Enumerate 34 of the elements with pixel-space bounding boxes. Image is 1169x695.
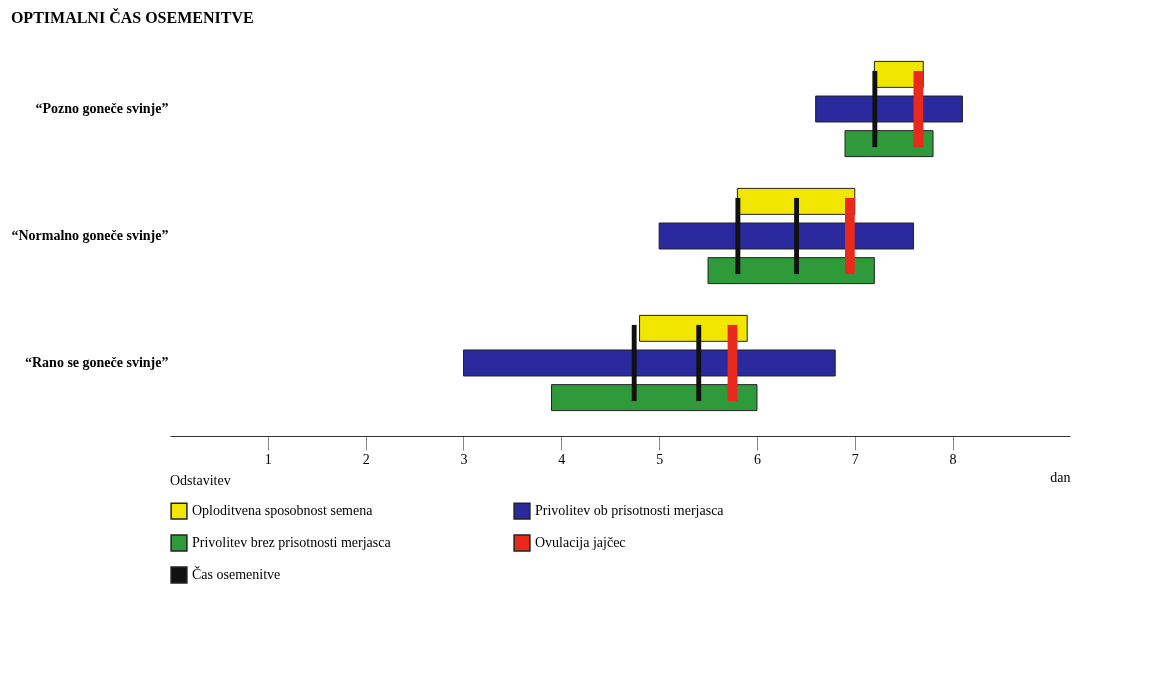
x-tick-label: 4 — [558, 451, 566, 467]
bar — [631, 324, 637, 402]
x-tick-label: 5 — [656, 451, 664, 467]
y-tick-label: “Rano se goneče svinje” — [25, 354, 169, 370]
bar — [736, 187, 856, 215]
bar — [639, 314, 748, 342]
bar — [872, 70, 878, 148]
bar — [735, 197, 741, 275]
y-tick-label: “Normalno goneče svinje” — [11, 228, 169, 243]
legend-label: Privolitev brez prisotnosti merjasca — [192, 535, 392, 550]
chart-title: OPTIMALNI ČAS OSEMENITVE — [10, 8, 254, 26]
bar — [707, 257, 875, 285]
legend-label: Ovulacija jajčec — [535, 535, 626, 550]
legend-label: Privolitev ob prisotnosti merjasca — [535, 503, 725, 519]
bar — [696, 324, 702, 402]
x-tick-label: 6 — [753, 451, 761, 467]
x-tick-label: 8 — [949, 451, 957, 467]
bar — [913, 70, 924, 148]
x-tick-label: 3 — [460, 451, 468, 467]
x-tick-label: 2 — [362, 451, 370, 467]
x-axis-title: dan — [1050, 469, 1071, 485]
text: Odstavitev — [170, 473, 231, 488]
x-tick-label: 1 — [264, 451, 272, 467]
bar — [815, 95, 963, 123]
bar — [727, 324, 738, 402]
bar — [462, 349, 836, 377]
bar — [551, 384, 758, 412]
bar — [794, 197, 800, 275]
bar — [658, 222, 914, 250]
x-tick-label: 7 — [851, 451, 859, 467]
legend-label: Čas osemenitve — [192, 566, 281, 582]
legend-label: Oploditvena sposobnost semena — [192, 503, 374, 519]
bar — [845, 197, 855, 275]
y-tick-label: “Pozno goneče svinje” — [35, 101, 169, 117]
